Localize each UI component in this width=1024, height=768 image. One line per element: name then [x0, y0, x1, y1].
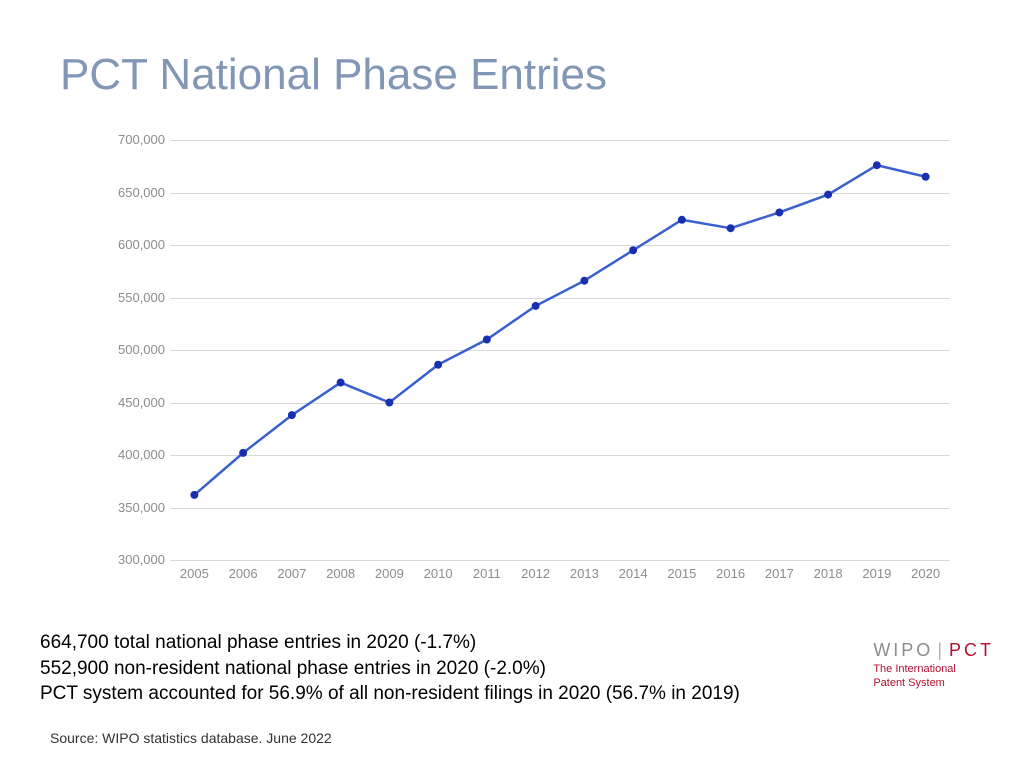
logo-subtitle-1: The International — [873, 663, 994, 675]
slide: PCT National Phase Entries 300,000 350,00… — [0, 0, 1024, 768]
x-tick-label: 2015 — [662, 566, 702, 581]
logo-pct-text: PCT — [949, 640, 994, 660]
data-marker — [483, 336, 491, 344]
plot-area — [170, 140, 950, 560]
data-marker — [239, 449, 247, 457]
y-tick-label: 500,000 — [105, 342, 165, 357]
y-tick-label: 350,000 — [105, 500, 165, 515]
x-tick-label: 2010 — [418, 566, 458, 581]
x-tick-label: 2011 — [467, 566, 507, 581]
data-marker — [385, 399, 393, 407]
x-tick-label: 2012 — [516, 566, 556, 581]
data-marker — [824, 191, 832, 199]
x-tick-label: 2013 — [564, 566, 604, 581]
x-tick-label: 2009 — [369, 566, 409, 581]
data-marker — [629, 246, 637, 254]
caption-line-2: 552,900 non-resident national phase entr… — [40, 656, 740, 682]
x-tick-label: 2006 — [223, 566, 263, 581]
series-line — [194, 165, 925, 495]
data-marker — [532, 302, 540, 310]
data-marker — [337, 379, 345, 387]
data-marker — [922, 173, 930, 181]
x-tick-label: 2016 — [711, 566, 751, 581]
y-tick-label: 550,000 — [105, 290, 165, 305]
line-series — [170, 140, 950, 560]
data-marker — [190, 491, 198, 499]
data-marker — [678, 216, 686, 224]
x-tick-label: 2014 — [613, 566, 653, 581]
logo-wipo-text: WIPO — [873, 640, 933, 660]
y-tick-label: 600,000 — [105, 237, 165, 252]
y-tick-label: 400,000 — [105, 447, 165, 462]
logo-separator: | — [933, 640, 949, 660]
source-text: Source: WIPO statistics database. June 2… — [50, 730, 332, 746]
data-marker — [775, 208, 783, 216]
x-tick-label: 2020 — [906, 566, 946, 581]
data-marker — [434, 361, 442, 369]
data-marker — [727, 224, 735, 232]
wipo-pct-logo: WIPO|PCT The International Patent System — [873, 640, 994, 689]
chart: 300,000 350,000 400,000 450,000 500,000 550,0… — [100, 130, 970, 600]
data-marker — [288, 411, 296, 419]
slide-title: PCT National Phase Entries — [60, 50, 607, 100]
x-tick-label: 2019 — [857, 566, 897, 581]
y-tick-label: 450,000 — [105, 395, 165, 410]
caption-line-1: 664,700 total national phase entries in … — [40, 630, 740, 656]
logo-top-row: WIPO|PCT — [873, 640, 994, 661]
x-tick-label: 2005 — [174, 566, 214, 581]
x-tick-label: 2017 — [759, 566, 799, 581]
y-tick-label: 700,000 — [105, 132, 165, 147]
x-tick-label: 2018 — [808, 566, 848, 581]
gridline — [170, 560, 950, 561]
data-marker — [873, 161, 881, 169]
x-tick-label: 2008 — [321, 566, 361, 581]
caption-line-3: PCT system accounted for 56.9% of all no… — [40, 681, 740, 707]
caption-block: 664,700 total national phase entries in … — [40, 630, 740, 707]
y-tick-label: 650,000 — [105, 185, 165, 200]
x-tick-label: 2007 — [272, 566, 312, 581]
y-tick-label: 300,000 — [105, 552, 165, 567]
data-marker — [580, 277, 588, 285]
logo-subtitle-2: Patent System — [873, 677, 994, 689]
